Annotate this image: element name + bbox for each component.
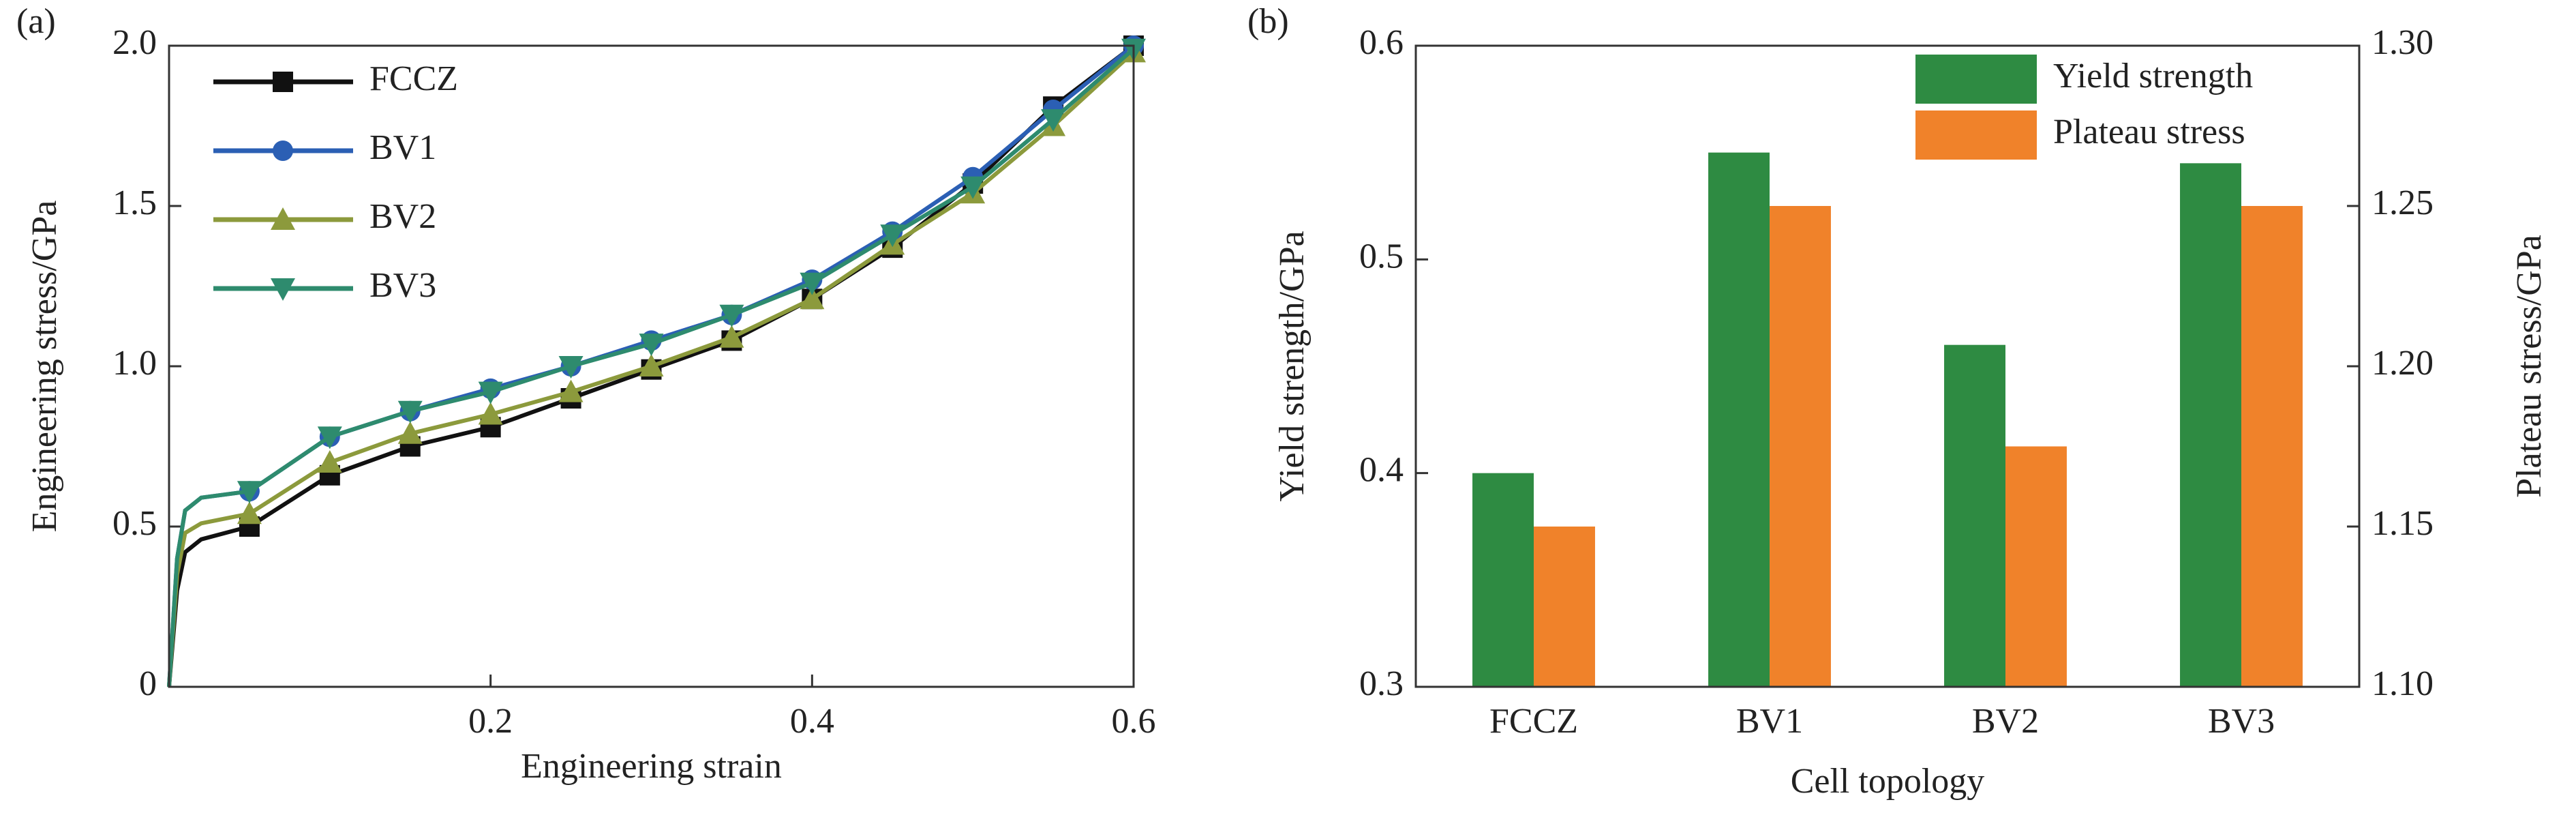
bar bbox=[1708, 152, 1770, 687]
x-tick-label: BV1 bbox=[1736, 702, 1803, 741]
marker bbox=[397, 421, 423, 444]
marker bbox=[800, 286, 825, 310]
series-line bbox=[167, 44, 1135, 688]
marker bbox=[639, 334, 664, 357]
x-tick-label: BV3 bbox=[2208, 702, 2275, 741]
marker bbox=[558, 356, 584, 379]
series-line bbox=[167, 47, 1135, 688]
x-tick-label: BV2 bbox=[1972, 702, 2039, 741]
marker bbox=[271, 207, 295, 230]
bar bbox=[1472, 473, 1534, 687]
x-axis-label: Engineering strain bbox=[521, 747, 782, 786]
y-tick-label: 1.5 bbox=[112, 183, 157, 222]
series-line bbox=[167, 50, 1136, 688]
legend-label: Plateau stress bbox=[2053, 113, 2245, 151]
legend-swatch bbox=[1915, 55, 2037, 104]
bar bbox=[2180, 163, 2241, 688]
marker bbox=[273, 141, 293, 161]
bar bbox=[2005, 446, 2067, 687]
x-tick-label: 0.6 bbox=[1112, 702, 1156, 741]
y2-tick-label: 1.20 bbox=[2372, 344, 2434, 383]
marker bbox=[478, 402, 503, 425]
x-axis-label: Cell topology bbox=[1791, 762, 1985, 801]
marker bbox=[719, 304, 744, 327]
plot-frame bbox=[168, 44, 1135, 688]
y-axis-label: Yield strength/GPa bbox=[1273, 231, 1312, 501]
y-tick-label: 0.5 bbox=[1359, 237, 1404, 276]
y-tick-label: 0.4 bbox=[1359, 451, 1404, 490]
marker bbox=[960, 176, 986, 199]
x-tick-label: 0.2 bbox=[468, 702, 513, 741]
y2-tick-label: 1.30 bbox=[2372, 23, 2434, 62]
y-axis-label: Engineering stress/GPa bbox=[25, 201, 64, 533]
marker bbox=[639, 354, 664, 376]
y-tick-label: 0.6 bbox=[1359, 23, 1404, 62]
marker bbox=[317, 426, 342, 449]
legend-label: BV2 bbox=[369, 197, 436, 236]
marker bbox=[397, 400, 423, 424]
panel-label: (b) bbox=[1247, 2, 1289, 41]
bar bbox=[1770, 206, 1831, 687]
marker bbox=[558, 379, 584, 402]
panel-label: (a) bbox=[16, 2, 56, 41]
bar bbox=[2241, 206, 2303, 687]
y2-tick-label: 1.25 bbox=[2372, 183, 2434, 222]
y-tick-label: 2.0 bbox=[112, 23, 157, 62]
legend-label: Yield strength bbox=[2053, 57, 2253, 95]
plot-frame bbox=[1414, 44, 2361, 688]
y-tick-label: 1.0 bbox=[112, 344, 157, 383]
y2-axis-label: Plateau stress/GPa bbox=[2510, 235, 2549, 498]
legend-label: FCCZ bbox=[369, 59, 458, 98]
legend-label: BV3 bbox=[369, 266, 436, 305]
marker bbox=[1041, 109, 1066, 132]
x-tick-label: FCCZ bbox=[1489, 702, 1578, 741]
bar bbox=[1944, 344, 2005, 687]
y-tick-label: 0 bbox=[139, 664, 157, 703]
x-tick-label: 0.4 bbox=[790, 702, 834, 741]
marker bbox=[800, 272, 825, 295]
y-tick-label: 0.5 bbox=[112, 504, 157, 543]
y-tick-label: 0.3 bbox=[1359, 664, 1404, 703]
y2-tick-label: 1.15 bbox=[2372, 504, 2434, 543]
legend-swatch bbox=[1915, 110, 2037, 160]
marker bbox=[880, 224, 905, 248]
marker bbox=[478, 381, 503, 404]
marker bbox=[719, 325, 744, 348]
marker bbox=[273, 72, 293, 92]
bar bbox=[1534, 527, 1595, 687]
y2-tick-label: 1.10 bbox=[2372, 664, 2434, 703]
marker bbox=[271, 278, 295, 301]
marker bbox=[237, 481, 262, 504]
marker bbox=[237, 501, 262, 524]
marker bbox=[317, 450, 342, 473]
legend-label: BV1 bbox=[369, 128, 436, 167]
